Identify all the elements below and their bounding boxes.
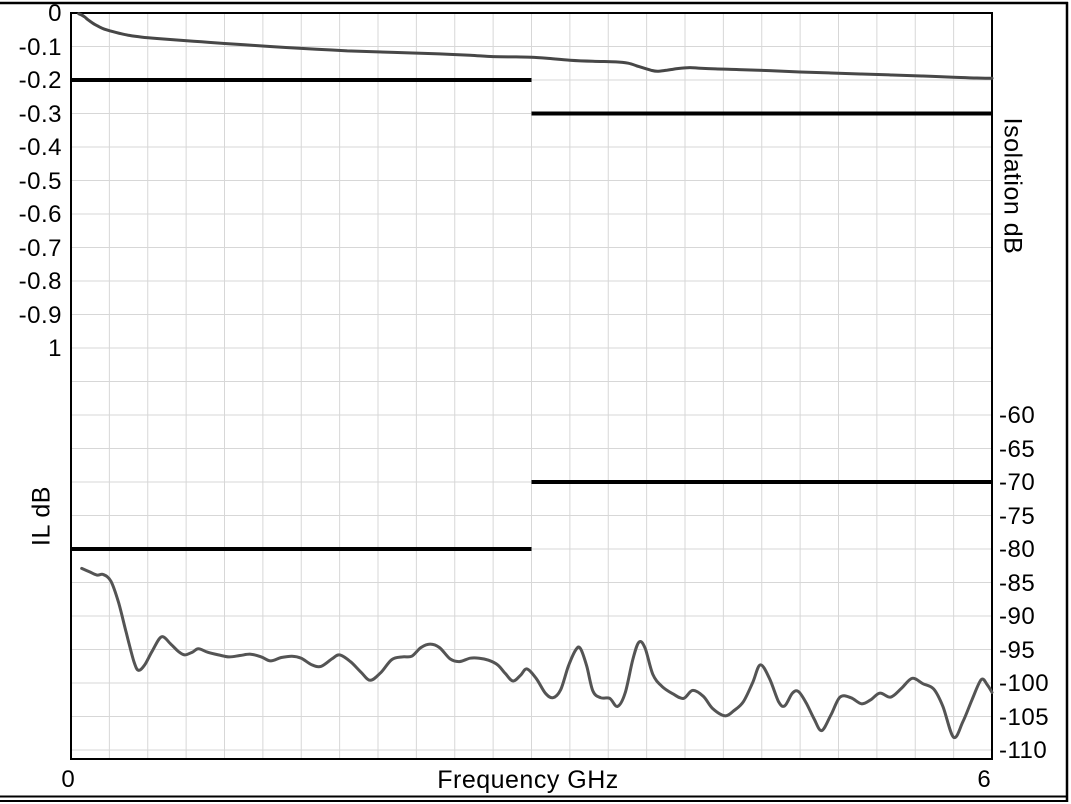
left-axis-title: IL dB (27, 486, 56, 546)
left-axis-tick-label: -0.1 (18, 33, 62, 61)
x-axis-title: Frequency GHz (437, 766, 619, 794)
left-axis-tick-label: 0 (48, 0, 62, 27)
right-axis-tick-label: -65 (999, 435, 1036, 463)
series-insertion-loss-measured (77, 12, 994, 80)
series-isolation-measured (80, 566, 994, 740)
right-axis-tick-label: -110 (999, 737, 1048, 764)
right-axis-tick-label: -105 (999, 703, 1050, 731)
right-axis-tick-label: -80 (999, 536, 1036, 563)
right-axis-tick-label: -100 (999, 670, 1050, 697)
right-axis-tick-label: -60 (999, 402, 1036, 429)
x-tick-label-max: 6 (977, 766, 991, 793)
right-axis-tick-label: -70 (999, 469, 1036, 496)
left-axis-tick-label: -0.6 (18, 201, 62, 228)
left-axis-tick-label: -0.8 (18, 268, 62, 295)
left-axis-tick-label: -0.5 (18, 167, 62, 195)
right-axis-tick-label: -75 (999, 502, 1036, 530)
right-axis-tick-label: -95 (999, 636, 1036, 664)
left-axis-tick-label: -0.4 (18, 134, 62, 161)
right-axis-tick-label: -90 (999, 603, 1036, 630)
x-tick-label-min: 0 (61, 766, 75, 793)
right-axis-title: Isolation dB (998, 117, 1027, 255)
left-axis-tick-label: 1 (48, 335, 62, 362)
left-axis-tick-label: -0.3 (18, 100, 62, 128)
left-axis-tick-label: -0.2 (18, 67, 62, 94)
left-axis-tick-label: -0.7 (18, 234, 62, 262)
right-axis-tick-label: -85 (999, 569, 1036, 597)
left-axis-tick-label: -0.9 (18, 301, 62, 329)
plot-border (70, 12, 993, 760)
